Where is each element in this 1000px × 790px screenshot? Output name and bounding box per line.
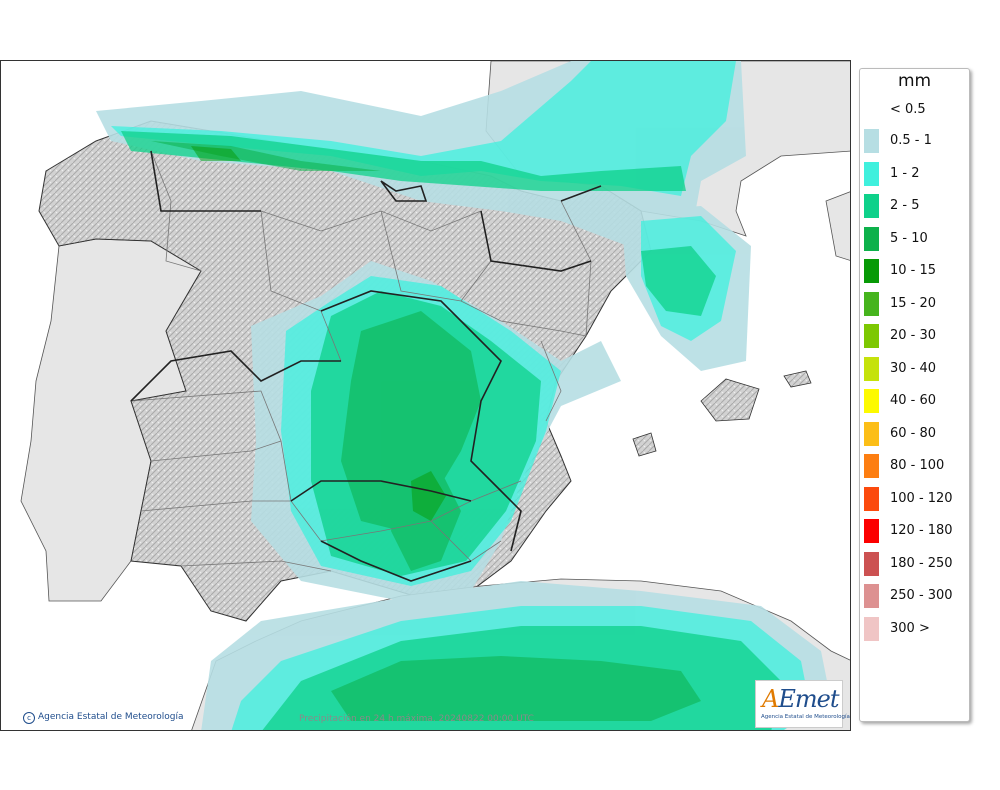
legend-swatch bbox=[864, 519, 879, 543]
legend-label: 60 - 80 bbox=[890, 425, 937, 441]
precip-layer-10-15 bbox=[191, 146, 446, 521]
legend-swatch bbox=[864, 194, 879, 218]
legend-label: 120 - 180 bbox=[890, 523, 953, 538]
legend-swatch bbox=[864, 161, 879, 186]
legend-label: 100 - 120 bbox=[890, 490, 953, 506]
legend-item: 40 - 60 bbox=[860, 387, 970, 420]
legend-label: 5 - 10 bbox=[890, 230, 928, 246]
precipitation-map[interactable]: c Agencia Estatal de Meteorología Precipi… bbox=[0, 60, 851, 731]
legend-label: 30 - 40 bbox=[890, 360, 937, 376]
legend-label: 1 - 2 bbox=[890, 165, 920, 181]
legend-item: 10 - 15 bbox=[860, 257, 970, 290]
legend-swatch bbox=[864, 486, 879, 511]
legend-item: 80 - 100 bbox=[860, 452, 970, 485]
legend-swatch bbox=[864, 421, 879, 446]
legend-label: 180 - 250 bbox=[890, 555, 953, 571]
legend-label: 2 - 5 bbox=[890, 198, 920, 213]
legend-item: 30 - 40 bbox=[860, 355, 970, 388]
legend-label: 250 - 300 bbox=[890, 588, 953, 603]
aemet-logo-subtext: Agencia Estatal de Meteorología bbox=[761, 714, 850, 720]
legend-label: 300 > bbox=[890, 620, 930, 636]
legend-item: 20 - 30 bbox=[860, 322, 970, 355]
precipitation-legend: mm < 0.5 0.5 - 1 1 - 2 2 - 5 5 - 10 10 - 15 1… bbox=[859, 68, 970, 722]
legend-label: 80 - 100 bbox=[890, 458, 945, 473]
agency-credit: c Agencia Estatal de Meteorología bbox=[23, 712, 184, 724]
legend-swatch bbox=[864, 454, 879, 478]
ibiza-island bbox=[632, 432, 657, 457]
legend-item: 180 - 250 bbox=[860, 550, 970, 583]
legend-item: 100 - 120 bbox=[860, 485, 970, 518]
legend-item: 2 - 5 bbox=[860, 192, 970, 225]
regional-borders bbox=[130, 150, 592, 572]
legend-item: 1 - 2 bbox=[860, 160, 970, 193]
legend-label: 40 - 60 bbox=[890, 393, 937, 408]
copyright-icon: c bbox=[23, 712, 35, 724]
legend-item: 60 - 80 bbox=[860, 420, 970, 453]
legend-swatch bbox=[864, 324, 879, 348]
community-borders bbox=[130, 150, 602, 582]
legend-swatch bbox=[864, 129, 879, 153]
map-canvas bbox=[1, 61, 850, 730]
agency-credit-text: Agencia Estatal de Meteorología bbox=[38, 712, 184, 722]
legend-swatch bbox=[864, 291, 879, 316]
aemet-logo: AEmet Agencia Estatal de Meteorología bbox=[755, 680, 850, 728]
legend-unit: mm bbox=[897, 71, 932, 91]
legend-swatch bbox=[864, 584, 879, 608]
legend-item: 120 - 180 bbox=[860, 517, 970, 550]
aemet-logo-mark: AEmet bbox=[762, 685, 839, 713]
legend-item: 15 - 20 bbox=[860, 290, 970, 323]
legend-label: 0.5 - 1 bbox=[890, 133, 932, 148]
legend-swatch bbox=[864, 616, 879, 641]
menorca-island bbox=[783, 370, 812, 388]
legend-item: 250 - 300 bbox=[860, 582, 970, 615]
legend-swatch bbox=[864, 389, 879, 413]
legend-label: 15 - 20 bbox=[890, 295, 937, 311]
map-caption: Precipitación en 24 h máxima. 20240822 0… bbox=[299, 714, 534, 724]
legend-item: 5 - 10 bbox=[860, 225, 970, 258]
legend-item: 0.5 - 1 bbox=[860, 127, 970, 160]
legend-label: 10 - 15 bbox=[890, 263, 937, 278]
legend-swatch bbox=[864, 226, 879, 251]
legend-swatch bbox=[864, 551, 879, 576]
legend-swatch bbox=[864, 356, 879, 381]
legend-class-list: 0.5 - 1 1 - 2 2 - 5 5 - 10 10 - 15 15 - 20 20 … bbox=[860, 127, 970, 647]
legend-swatch bbox=[864, 259, 879, 283]
legend-label: 20 - 30 bbox=[890, 328, 937, 343]
corsica-landmass bbox=[825, 191, 850, 261]
legend-item: 300 > bbox=[860, 615, 970, 648]
mallorca-island bbox=[700, 378, 760, 422]
legend-lowest-class: < 0.5 bbox=[890, 102, 926, 117]
